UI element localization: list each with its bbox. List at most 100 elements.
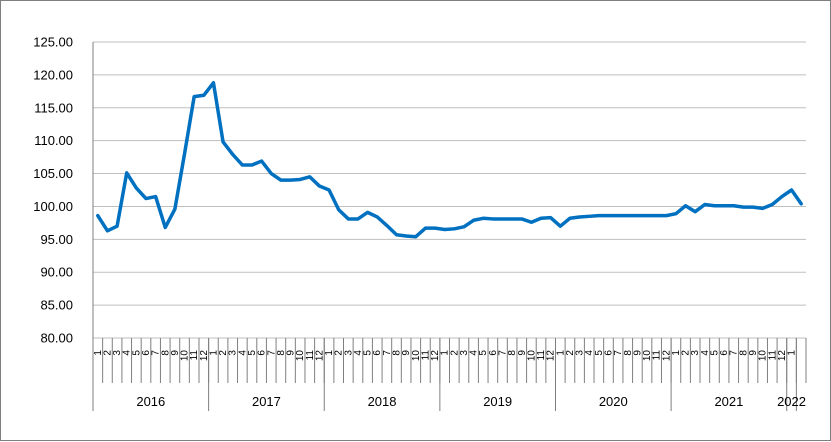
data-point bbox=[125, 171, 128, 175]
x-tick-label: 5 bbox=[363, 350, 374, 356]
x-tick-label: 1 bbox=[787, 350, 798, 356]
data-point bbox=[318, 184, 321, 188]
data-point bbox=[453, 227, 456, 231]
x-tick-label: 9 bbox=[401, 350, 412, 356]
y-tick-label: 80.00 bbox=[40, 331, 73, 346]
x-tick-label: 7 bbox=[613, 350, 624, 356]
y-tick-label: 125.00 bbox=[33, 35, 73, 50]
data-point bbox=[597, 214, 601, 217]
x-tick-label: 10 bbox=[758, 350, 769, 362]
x-tick-label: 1 bbox=[324, 350, 335, 356]
x-tick-label: 4 bbox=[353, 350, 364, 356]
series bbox=[96, 81, 803, 239]
data-point bbox=[356, 217, 360, 221]
x-tick-labels: 1234567891011121234567891011121234567891… bbox=[93, 350, 798, 362]
x-tick-label: 3 bbox=[690, 350, 701, 356]
data-point bbox=[761, 207, 764, 210]
x-tick-label: 11 bbox=[189, 350, 200, 361]
y-tick-label: 90.00 bbox=[40, 265, 73, 280]
year-label: 2017 bbox=[252, 394, 281, 409]
data-point bbox=[260, 159, 263, 163]
x-tick-label: 7 bbox=[497, 350, 508, 356]
x-tick-label: 12 bbox=[777, 350, 788, 362]
data-point bbox=[713, 204, 716, 207]
x-tick-label: 11 bbox=[767, 350, 778, 361]
data-point bbox=[771, 203, 774, 206]
x-tick-label: 1 bbox=[93, 350, 104, 356]
year-label: 2021 bbox=[714, 394, 743, 409]
data-point bbox=[607, 214, 610, 217]
x-tick-label: 6 bbox=[141, 350, 152, 356]
axes bbox=[92, 42, 807, 411]
data-point bbox=[414, 235, 417, 238]
y-tick-label: 110.00 bbox=[34, 133, 73, 148]
x-tick-label: 3 bbox=[575, 350, 586, 356]
data-point bbox=[144, 197, 148, 200]
y-tick-label: 100.00 bbox=[33, 199, 73, 214]
data-point bbox=[385, 224, 389, 227]
y-tick-label: 95.00 bbox=[40, 232, 73, 247]
data-point bbox=[655, 214, 658, 217]
data-point bbox=[790, 188, 793, 192]
data-point bbox=[722, 204, 726, 207]
x-tick-label: 3 bbox=[459, 350, 470, 356]
year-label: 2018 bbox=[368, 394, 397, 409]
x-tick-label: 9 bbox=[748, 350, 759, 356]
data-point bbox=[433, 226, 437, 230]
x-tick-label: 6 bbox=[372, 350, 383, 356]
x-tick-label: 8 bbox=[738, 350, 749, 356]
data-point bbox=[250, 163, 254, 167]
year-label: 2020 bbox=[599, 394, 628, 409]
year-label: 2016 bbox=[136, 394, 165, 409]
data-point bbox=[327, 188, 331, 192]
y-tick-label: 120.00 bbox=[33, 67, 73, 82]
x-tick-label: 9 bbox=[286, 350, 297, 356]
series-line bbox=[96, 81, 803, 239]
data-point bbox=[424, 226, 427, 230]
data-point bbox=[270, 172, 273, 175]
data-point bbox=[154, 195, 157, 198]
x-tick-label: 12 bbox=[430, 350, 441, 362]
data-point bbox=[135, 186, 138, 190]
data-point bbox=[173, 207, 177, 211]
data-point bbox=[376, 215, 379, 219]
x-tick-label: 1 bbox=[440, 350, 451, 356]
x-tick-label: 9 bbox=[170, 350, 181, 356]
data-point bbox=[395, 233, 398, 236]
x-tick-label: 1 bbox=[671, 350, 682, 356]
x-tick-label: 10 bbox=[411, 350, 422, 362]
x-tick-label: 12 bbox=[199, 350, 210, 362]
data-point bbox=[337, 208, 340, 211]
data-point bbox=[221, 140, 225, 144]
x-tick-label: 1 bbox=[555, 350, 566, 356]
data-point bbox=[96, 214, 100, 217]
x-tick-label: 7 bbox=[729, 350, 740, 356]
x-tick-label: 12 bbox=[314, 350, 325, 362]
x-tick-label: 5 bbox=[131, 350, 142, 356]
data-point bbox=[212, 81, 215, 84]
data-point bbox=[520, 217, 523, 221]
data-point bbox=[751, 205, 755, 209]
x-tick-label: 2 bbox=[102, 350, 113, 356]
x-tick-label: 2 bbox=[449, 350, 460, 356]
year-label: 2019 bbox=[483, 394, 512, 409]
data-point bbox=[539, 217, 543, 220]
x-tick-label: 10 bbox=[526, 350, 537, 362]
x-tick-label: 10 bbox=[180, 350, 191, 362]
x-tick-label: 10 bbox=[295, 350, 306, 362]
data-point bbox=[115, 224, 119, 228]
data-point bbox=[636, 214, 639, 217]
x-tick-label: 11 bbox=[536, 350, 547, 361]
year-label: 2022 bbox=[777, 394, 806, 409]
x-tick-label: 3 bbox=[343, 350, 354, 356]
x-tick-label: 5 bbox=[594, 350, 605, 356]
data-point bbox=[192, 95, 196, 98]
data-point bbox=[510, 217, 514, 221]
x-tick-label: 8 bbox=[276, 350, 287, 356]
x-tick-label: 10 bbox=[642, 350, 653, 362]
x-tick-label: 4 bbox=[469, 350, 480, 356]
data-point bbox=[799, 202, 803, 206]
x-tick-label: 12 bbox=[661, 350, 672, 362]
data-point bbox=[549, 216, 552, 219]
data-point bbox=[279, 178, 283, 182]
